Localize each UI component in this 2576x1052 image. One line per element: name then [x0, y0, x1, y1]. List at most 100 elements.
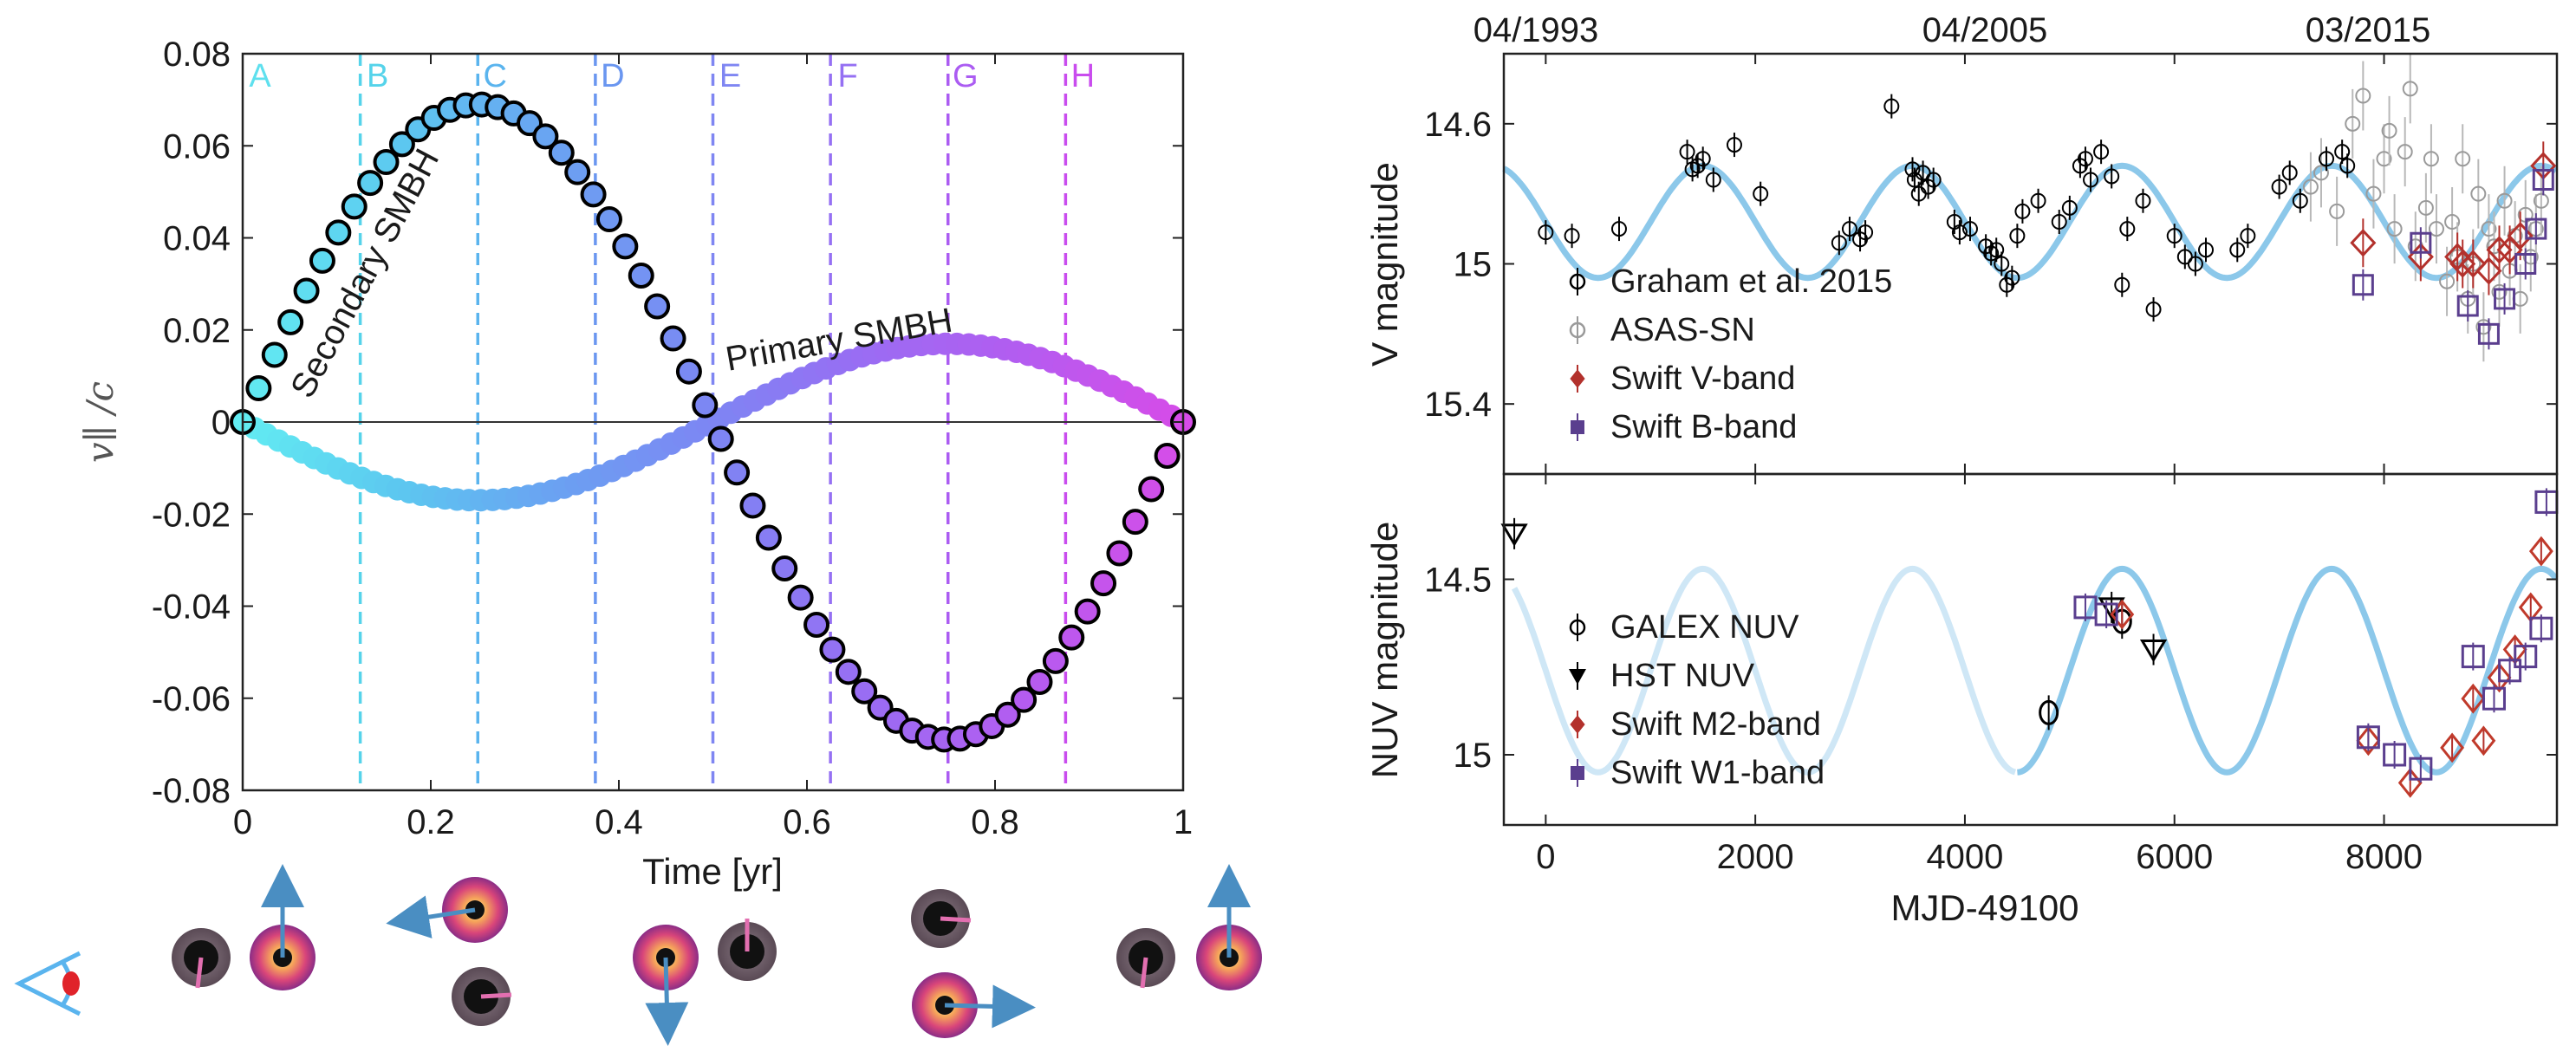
graham-point [2119, 221, 2136, 237]
nuv-panel-legend-label: Swift W1-band [1610, 755, 1825, 791]
small-velocity-arrow [480, 992, 512, 999]
secondary-point [803, 611, 830, 638]
secondary-point [595, 206, 622, 233]
graham-point [2334, 144, 2351, 160]
asas-sn-point [2491, 283, 2508, 300]
secondary-point [739, 492, 766, 519]
swift-v-point [2475, 257, 2502, 285]
swift-v-point [2350, 229, 2377, 257]
swift-w1-point [2094, 602, 2118, 627]
swift-w1-point [2356, 725, 2380, 750]
arrow-g [944, 984, 1036, 1029]
graham-point [2339, 158, 2356, 174]
graham-point [2281, 165, 2298, 181]
graham-point [1695, 151, 1711, 167]
graham-point [1994, 256, 2010, 272]
y-tick-label: -0.04 [152, 588, 231, 627]
secondary-point [660, 325, 686, 352]
secondary-point [1042, 647, 1069, 674]
secondary-point [675, 358, 702, 385]
nuv-panel-frame [1502, 472, 2559, 827]
asas-sn-point [2376, 151, 2392, 167]
arrow-e [645, 957, 689, 1046]
graham-point [1857, 224, 1874, 241]
graham-point [1883, 98, 1900, 114]
x-tick-label: 0.2 [407, 803, 455, 841]
swift-m2-point [2110, 599, 2135, 630]
swift-m2-point [2461, 683, 2486, 714]
eye-outline [14, 951, 81, 1016]
v-panel-legend-marker [1569, 273, 1586, 290]
swift-b-point [2477, 322, 2500, 345]
asas-sn-point [2475, 319, 2492, 335]
y-tick-label: 0.02 [163, 312, 231, 350]
secondary-point [325, 219, 352, 246]
asas-sn-point [2423, 151, 2439, 167]
x-tick-label: 6000 [2136, 838, 2213, 876]
swift-b-point [2456, 295, 2479, 317]
graham-point [2166, 228, 2182, 244]
small-velocity-arrow [1140, 957, 1148, 989]
asas-sn-point [2313, 165, 2329, 181]
swift-b-point [2410, 231, 2432, 254]
phase-label-b: B [367, 58, 388, 94]
graham-point [2061, 199, 2078, 216]
graham-point [2014, 203, 2031, 219]
velocity-x-axis-label: Time [yr] [642, 851, 783, 892]
swift-m2-point [2528, 536, 2553, 567]
graham-point [2187, 256, 2203, 272]
v-magnitude-axis-label: V magnitude [1364, 162, 1405, 367]
nuv-panel-legend-marker [1571, 766, 1584, 780]
x-tick-label: 4000 [1926, 838, 2003, 876]
asas-sn-point [2381, 122, 2397, 139]
secondary-point [373, 149, 400, 176]
nuv-magnitude-axis-label: NUV magnitude [1364, 522, 1405, 778]
y-tick-label: 15.4 [1424, 386, 1492, 424]
secondary-point [309, 247, 335, 274]
secondary-point [532, 123, 559, 150]
graham-point [2104, 168, 2120, 185]
phase-label-a: A [249, 58, 271, 94]
graham-point [2083, 172, 2099, 188]
secondary-point [277, 308, 304, 335]
graham-point [2292, 192, 2308, 209]
secondary-point [1026, 668, 1053, 695]
swift-w1-point [2529, 616, 2553, 640]
v-panel-legend-marker [1569, 321, 1586, 339]
secondary-point [293, 277, 320, 304]
asas-sn-point [2397, 144, 2413, 160]
graham-point [1705, 172, 1721, 188]
secondary-point [787, 584, 814, 611]
graham-point [1831, 235, 1847, 251]
hst-point [2139, 640, 2168, 663]
secondary-point [245, 375, 272, 402]
swift-w1-point [2409, 757, 2433, 781]
secondary-point [755, 524, 782, 551]
y-tick-label: 14.5 [1424, 562, 1492, 600]
asas-sn-point [2428, 221, 2444, 237]
nuv-panel-legend-marker [1569, 619, 1586, 636]
secondary-point [1074, 598, 1101, 625]
x-tick-label: 8000 [2345, 838, 2423, 876]
y-tick-label: 0.06 [163, 127, 231, 166]
phase-label-h: H [1071, 58, 1095, 94]
asas-sn-point [2455, 151, 2471, 167]
v-panel-legend-marker [1571, 420, 1584, 434]
secondary-point [1058, 624, 1085, 651]
eye-pupil [62, 971, 80, 996]
phase-label-f: F [838, 58, 858, 94]
secondary-point [388, 131, 415, 158]
secondary-point [1106, 540, 1133, 567]
swift-m2-point [2356, 725, 2381, 757]
swift-w1-point [2514, 645, 2538, 669]
mjd-x-axis-label: MJD-49100 [1890, 887, 2078, 928]
top-date-1: 04/1993 [1473, 11, 1599, 49]
secondary-point [261, 341, 288, 368]
graham-point [2004, 269, 2020, 286]
swift-m2-point [2471, 725, 2496, 757]
v-panel-legend-label: ASAS-SN [1610, 312, 1755, 348]
graham-point [2319, 151, 2335, 167]
secondary-point [341, 193, 368, 220]
graham-point [1564, 228, 1580, 244]
swift-v-point [2486, 236, 2513, 264]
